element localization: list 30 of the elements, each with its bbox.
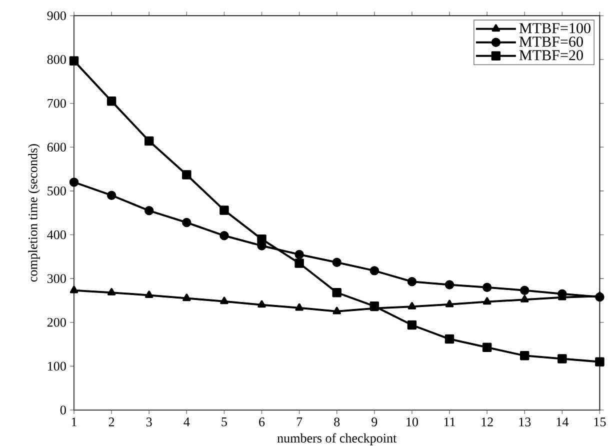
y-tick-label: 400 bbox=[47, 230, 66, 240]
x-tick-label: 8 bbox=[334, 418, 340, 426]
x-tick-label: 12 bbox=[482, 418, 493, 426]
y-tick-label: 900 bbox=[47, 11, 66, 20]
x-tick-label: 5 bbox=[222, 418, 227, 426]
y-axis-title: completion time (seconds) bbox=[28, 144, 40, 282]
x-tick-label: 1 bbox=[72, 418, 76, 426]
x-tick-label: 4 bbox=[184, 418, 190, 426]
x-tick-label: 10 bbox=[406, 418, 418, 426]
x-tick-label: 7 bbox=[296, 418, 302, 426]
y-tick-label: 0 bbox=[60, 406, 66, 414]
legend-label: MTBF=100 bbox=[519, 23, 590, 34]
x-tick-label: 3 bbox=[146, 418, 152, 426]
x-axis-title: numbers of checkpoint bbox=[277, 433, 397, 446]
x-tick-label: 9 bbox=[372, 418, 378, 426]
legend-label: MTBF=60 bbox=[519, 36, 583, 47]
y-tick-label: 600 bbox=[47, 142, 66, 152]
x-tick-label: 14 bbox=[556, 418, 568, 426]
x-tick-label: 15 bbox=[594, 418, 606, 426]
y-tick-label: 100 bbox=[48, 362, 66, 371]
y-tick-label: 500 bbox=[48, 186, 66, 196]
x-tick-label: 13 bbox=[519, 418, 531, 426]
y-tick-label: 800 bbox=[47, 55, 66, 64]
x-tick-label: 2 bbox=[108, 418, 114, 426]
legend-label: MTBF=20 bbox=[519, 50, 583, 60]
x-tick-label: 6 bbox=[259, 418, 265, 426]
y-tick-label: 700 bbox=[48, 98, 66, 108]
x-tick-label: 11 bbox=[444, 418, 456, 426]
y-tick-label: 300 bbox=[47, 274, 66, 283]
y-tick-label: 200 bbox=[47, 318, 66, 327]
